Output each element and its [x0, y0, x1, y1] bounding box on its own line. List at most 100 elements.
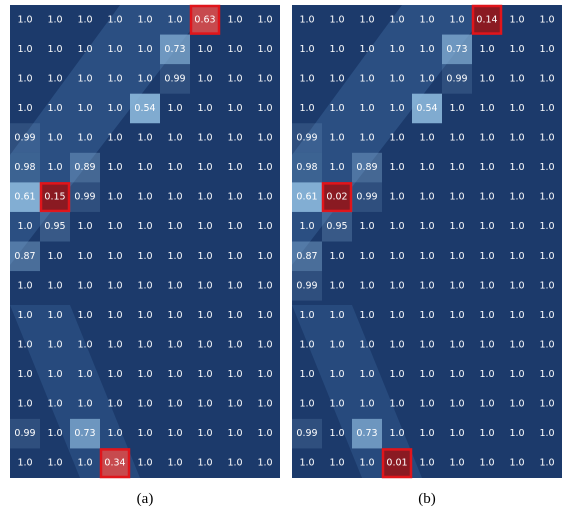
cell-value: 1.0	[197, 221, 212, 232]
cell-value: 1.0	[47, 103, 62, 114]
cell-value: 1.0	[137, 428, 152, 439]
cell-value: 1.0	[47, 251, 62, 262]
cell-value: 1.0	[479, 73, 494, 84]
cell-value: 1.0	[227, 133, 242, 144]
cell-value: 1.0	[449, 133, 464, 144]
cell-value: 1.0	[137, 133, 152, 144]
cell-value: 0.99	[296, 133, 317, 144]
cell-value: 1.0	[107, 221, 122, 232]
cell-value: 1.0	[509, 14, 524, 25]
cell-value: 1.0	[539, 44, 554, 55]
cell-value: 0.34	[104, 458, 125, 469]
cell-value: 1.0	[17, 310, 32, 321]
cell-value: 1.0	[449, 310, 464, 321]
cell-value: 1.0	[329, 369, 344, 380]
cell-value: 1.0	[167, 339, 182, 350]
cell-value: 1.0	[509, 73, 524, 84]
cell-value: 1.0	[137, 162, 152, 173]
cell-value: 1.0	[197, 44, 212, 55]
cell-value: 1.0	[77, 103, 92, 114]
cell-value: 1.0	[539, 458, 554, 469]
cell-value: 1.0	[449, 162, 464, 173]
cell-value: 1.0	[17, 458, 32, 469]
cell-value: 1.0	[257, 369, 272, 380]
cell-value: 1.0	[299, 339, 314, 350]
cell-value: 1.0	[359, 14, 374, 25]
cell-value: 1.0	[257, 339, 272, 350]
cell-value: 1.0	[449, 339, 464, 350]
cell-value: 1.0	[479, 192, 494, 203]
cell-value: 1.0	[17, 103, 32, 114]
cell-value: 0.95	[44, 221, 65, 232]
cell-value: 1.0	[17, 44, 32, 55]
cell-value: 1.0	[539, 369, 554, 380]
cell-value: 1.0	[167, 133, 182, 144]
cell-value: 1.0	[107, 162, 122, 173]
cell-value: 1.0	[47, 44, 62, 55]
cell-value: 1.0	[419, 192, 434, 203]
cell-value: 1.0	[419, 428, 434, 439]
cell-value: 1.0	[107, 310, 122, 321]
cell-value: 1.0	[257, 428, 272, 439]
cell-value: 0.54	[134, 103, 155, 114]
cell-value: 1.0	[539, 192, 554, 203]
cell-value: 1.0	[539, 162, 554, 173]
cell-value: 1.0	[47, 14, 62, 25]
cell-value: 1.0	[77, 310, 92, 321]
cell-value: 1.0	[107, 339, 122, 350]
cell-value: 1.0	[137, 14, 152, 25]
cell-value: 1.0	[359, 369, 374, 380]
cell-value: 1.0	[479, 369, 494, 380]
cell-value: 1.0	[419, 14, 434, 25]
cell-value: 1.0	[509, 44, 524, 55]
cell-value: 0.99	[446, 73, 467, 84]
cell-value: 1.0	[509, 399, 524, 410]
cell-value: 1.0	[329, 162, 344, 173]
cell-value: 1.0	[197, 73, 212, 84]
cell-value: 1.0	[389, 251, 404, 262]
cell-value: 1.0	[509, 192, 524, 203]
cell-value: 1.0	[257, 310, 272, 321]
cell-value: 1.0	[479, 428, 494, 439]
cell-value: 1.0	[167, 399, 182, 410]
cell-value: 1.0	[197, 428, 212, 439]
cell-value: 1.0	[197, 310, 212, 321]
cell-value: 1.0	[449, 369, 464, 380]
cell-value: 1.0	[167, 369, 182, 380]
cell-value: 1.0	[389, 133, 404, 144]
cell-value: 1.0	[257, 192, 272, 203]
cell-value: 1.0	[47, 339, 62, 350]
cell-value: 1.0	[359, 339, 374, 350]
cell-value: 1.0	[359, 310, 374, 321]
cell-value: 1.0	[77, 458, 92, 469]
cell-value: 1.0	[137, 251, 152, 262]
cell-value: 1.0	[419, 369, 434, 380]
cell-value: 1.0	[227, 280, 242, 291]
cell-value: 1.0	[329, 14, 344, 25]
cell-value: 1.0	[329, 103, 344, 114]
cell-value: 1.0	[509, 103, 524, 114]
cell-value: 1.0	[509, 280, 524, 291]
cell-value: 1.0	[107, 399, 122, 410]
cell-value: 0.87	[296, 251, 317, 262]
cell-value: 1.0	[449, 103, 464, 114]
cell-value: 1.0	[299, 458, 314, 469]
cell-value: 1.0	[479, 399, 494, 410]
cell-value: 1.0	[197, 280, 212, 291]
cell-value: 1.0	[17, 399, 32, 410]
cell-value: 1.0	[299, 14, 314, 25]
cell-value: 0.01	[386, 458, 407, 469]
cell-value: 1.0	[167, 162, 182, 173]
cell-value: 1.0	[227, 73, 242, 84]
cell-value: 1.0	[419, 73, 434, 84]
cell-value: 1.0	[197, 192, 212, 203]
cell-value: 1.0	[419, 310, 434, 321]
cell-value: 1.0	[257, 221, 272, 232]
cell-value: 1.0	[539, 428, 554, 439]
cell-value: 0.87	[14, 251, 35, 262]
cell-value: 0.14	[476, 14, 497, 25]
cell-value: 1.0	[197, 103, 212, 114]
cell-value: 1.0	[137, 369, 152, 380]
cell-value: 1.0	[389, 399, 404, 410]
cell-value: 1.0	[47, 133, 62, 144]
